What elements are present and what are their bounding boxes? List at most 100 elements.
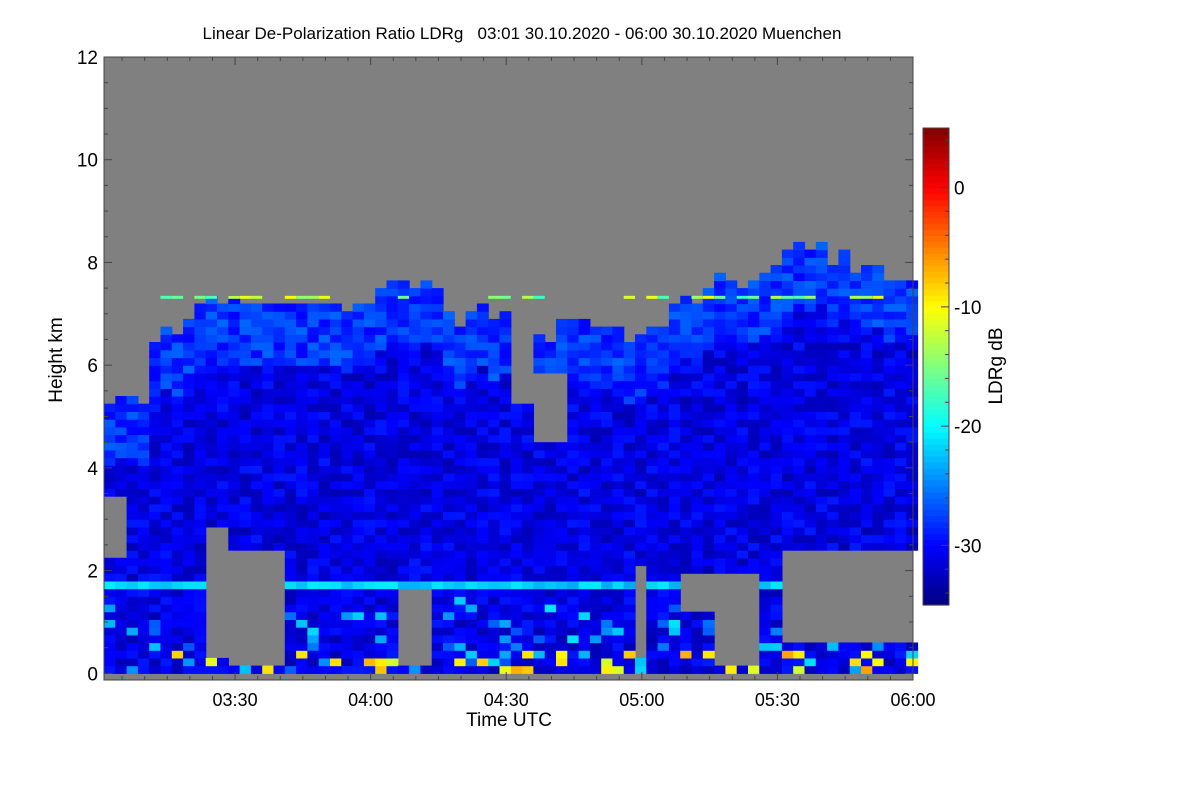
heatmap-cell — [759, 457, 772, 466]
heatmap-cell — [635, 403, 647, 412]
heatmap-cell — [330, 642, 342, 651]
heatmap-cell — [397, 565, 410, 574]
heatmap-cell — [341, 611, 354, 620]
heatmap-cell — [589, 573, 602, 582]
heatmap-cell — [352, 604, 365, 613]
heatmap-cell — [522, 627, 534, 636]
heatmap-cell — [533, 642, 546, 651]
heatmap-cell — [397, 457, 410, 466]
heatmap-cell — [443, 596, 455, 605]
heatmap-cell — [104, 650, 116, 659]
heatmap-cell — [194, 380, 207, 389]
heatmap-cell — [544, 457, 557, 466]
heatmap-cell — [420, 557, 433, 567]
heatmap-cell — [567, 665, 580, 674]
heatmap-cell — [363, 311, 376, 320]
heatmap-cell — [894, 349, 907, 359]
heatmap-cell — [386, 457, 399, 466]
heatmap-cell — [465, 496, 478, 505]
heatmap-cell — [363, 380, 376, 389]
heatmap-cell — [307, 411, 320, 420]
heatmap-cell — [793, 419, 806, 428]
heatmap-cell — [420, 488, 433, 497]
heatmap-cell — [759, 295, 772, 305]
heatmap-cell — [567, 318, 580, 328]
heatmap-cell — [217, 334, 229, 343]
heatmap-cell — [601, 526, 614, 536]
heatmap-cell — [273, 526, 286, 536]
colorbar-swatch — [923, 229, 949, 236]
heatmap-cell — [589, 642, 602, 651]
heatmap-cell — [375, 342, 388, 351]
heatmap-cell — [397, 372, 410, 382]
heatmap-cell — [183, 403, 195, 412]
heatmap-cell — [476, 403, 489, 412]
heatmap-cell — [781, 526, 794, 536]
heatmap-cell — [589, 473, 602, 482]
heatmap-cell — [589, 619, 602, 628]
heatmap-cell — [567, 596, 580, 605]
heatmap-cell — [183, 465, 195, 474]
colorbar-swatch — [923, 372, 949, 380]
heatmap-cell — [533, 480, 546, 489]
heatmap-cell — [646, 442, 659, 451]
heatmap-cell — [838, 411, 851, 420]
heatmap-cell — [126, 396, 139, 405]
heatmap-cell — [793, 365, 806, 374]
heatmap-cell — [691, 665, 704, 674]
heatmap-cell — [894, 442, 907, 451]
heatmap-cell — [465, 665, 478, 674]
heatmap-cell — [510, 650, 523, 659]
heatmap-cell — [849, 650, 862, 659]
heatmap-cell — [691, 442, 704, 451]
colorbar-swatch — [923, 467, 949, 475]
heatmap-cell — [680, 526, 693, 536]
heatmap-cell — [601, 627, 614, 636]
heatmap-cell — [352, 318, 365, 328]
heatmap-cell — [341, 311, 354, 320]
heatmap-cell — [217, 396, 229, 405]
heatmap-cell — [409, 434, 421, 443]
heatmap-cell — [352, 357, 365, 366]
heatmap-cell — [793, 503, 806, 513]
heatmap-cell — [250, 311, 263, 320]
heatmap-cell — [646, 596, 659, 605]
heatmap-cell — [578, 596, 591, 605]
heatmap-cell — [375, 403, 388, 412]
heatmap-cell — [894, 288, 907, 297]
heatmap-cell — [115, 396, 128, 405]
heatmap-cell — [748, 403, 760, 412]
heatmap-cell — [883, 457, 896, 466]
heatmap-cell — [793, 349, 806, 359]
heatmap-cell — [431, 596, 444, 605]
heatmap-cell — [431, 542, 444, 551]
heatmap-cell — [431, 519, 444, 528]
heatmap-cell — [759, 657, 772, 667]
heatmap-cell — [556, 480, 568, 489]
heatmap-cell — [228, 403, 241, 412]
heatmap-cell — [137, 419, 150, 428]
heatmap-cell — [635, 411, 647, 420]
heatmap-cell — [872, 426, 885, 436]
heatmap-cell — [104, 596, 116, 605]
heatmap-cell — [115, 449, 128, 459]
heatmap-cell — [827, 365, 839, 374]
heatmap-cell — [352, 426, 365, 436]
heatmap-cell — [465, 465, 478, 474]
heatmap-cell — [476, 565, 489, 574]
heatmap-cell — [691, 511, 704, 520]
colorbar-swatch — [923, 187, 949, 195]
heatmap-cell — [691, 550, 704, 559]
heatmap-cell — [307, 303, 320, 312]
heatmap-cell — [759, 318, 772, 328]
heatmap-cell — [443, 542, 455, 551]
heatmap-cell — [725, 550, 738, 559]
heatmap-cell — [714, 318, 726, 328]
heatmap-cell — [680, 627, 693, 636]
heatmap-cell — [318, 365, 331, 374]
heatmap-cell — [217, 411, 229, 420]
heatmap-cell — [849, 396, 862, 405]
heatmap-cell — [702, 619, 715, 628]
heatmap-cell — [544, 503, 557, 513]
heatmap-cell — [476, 650, 489, 659]
